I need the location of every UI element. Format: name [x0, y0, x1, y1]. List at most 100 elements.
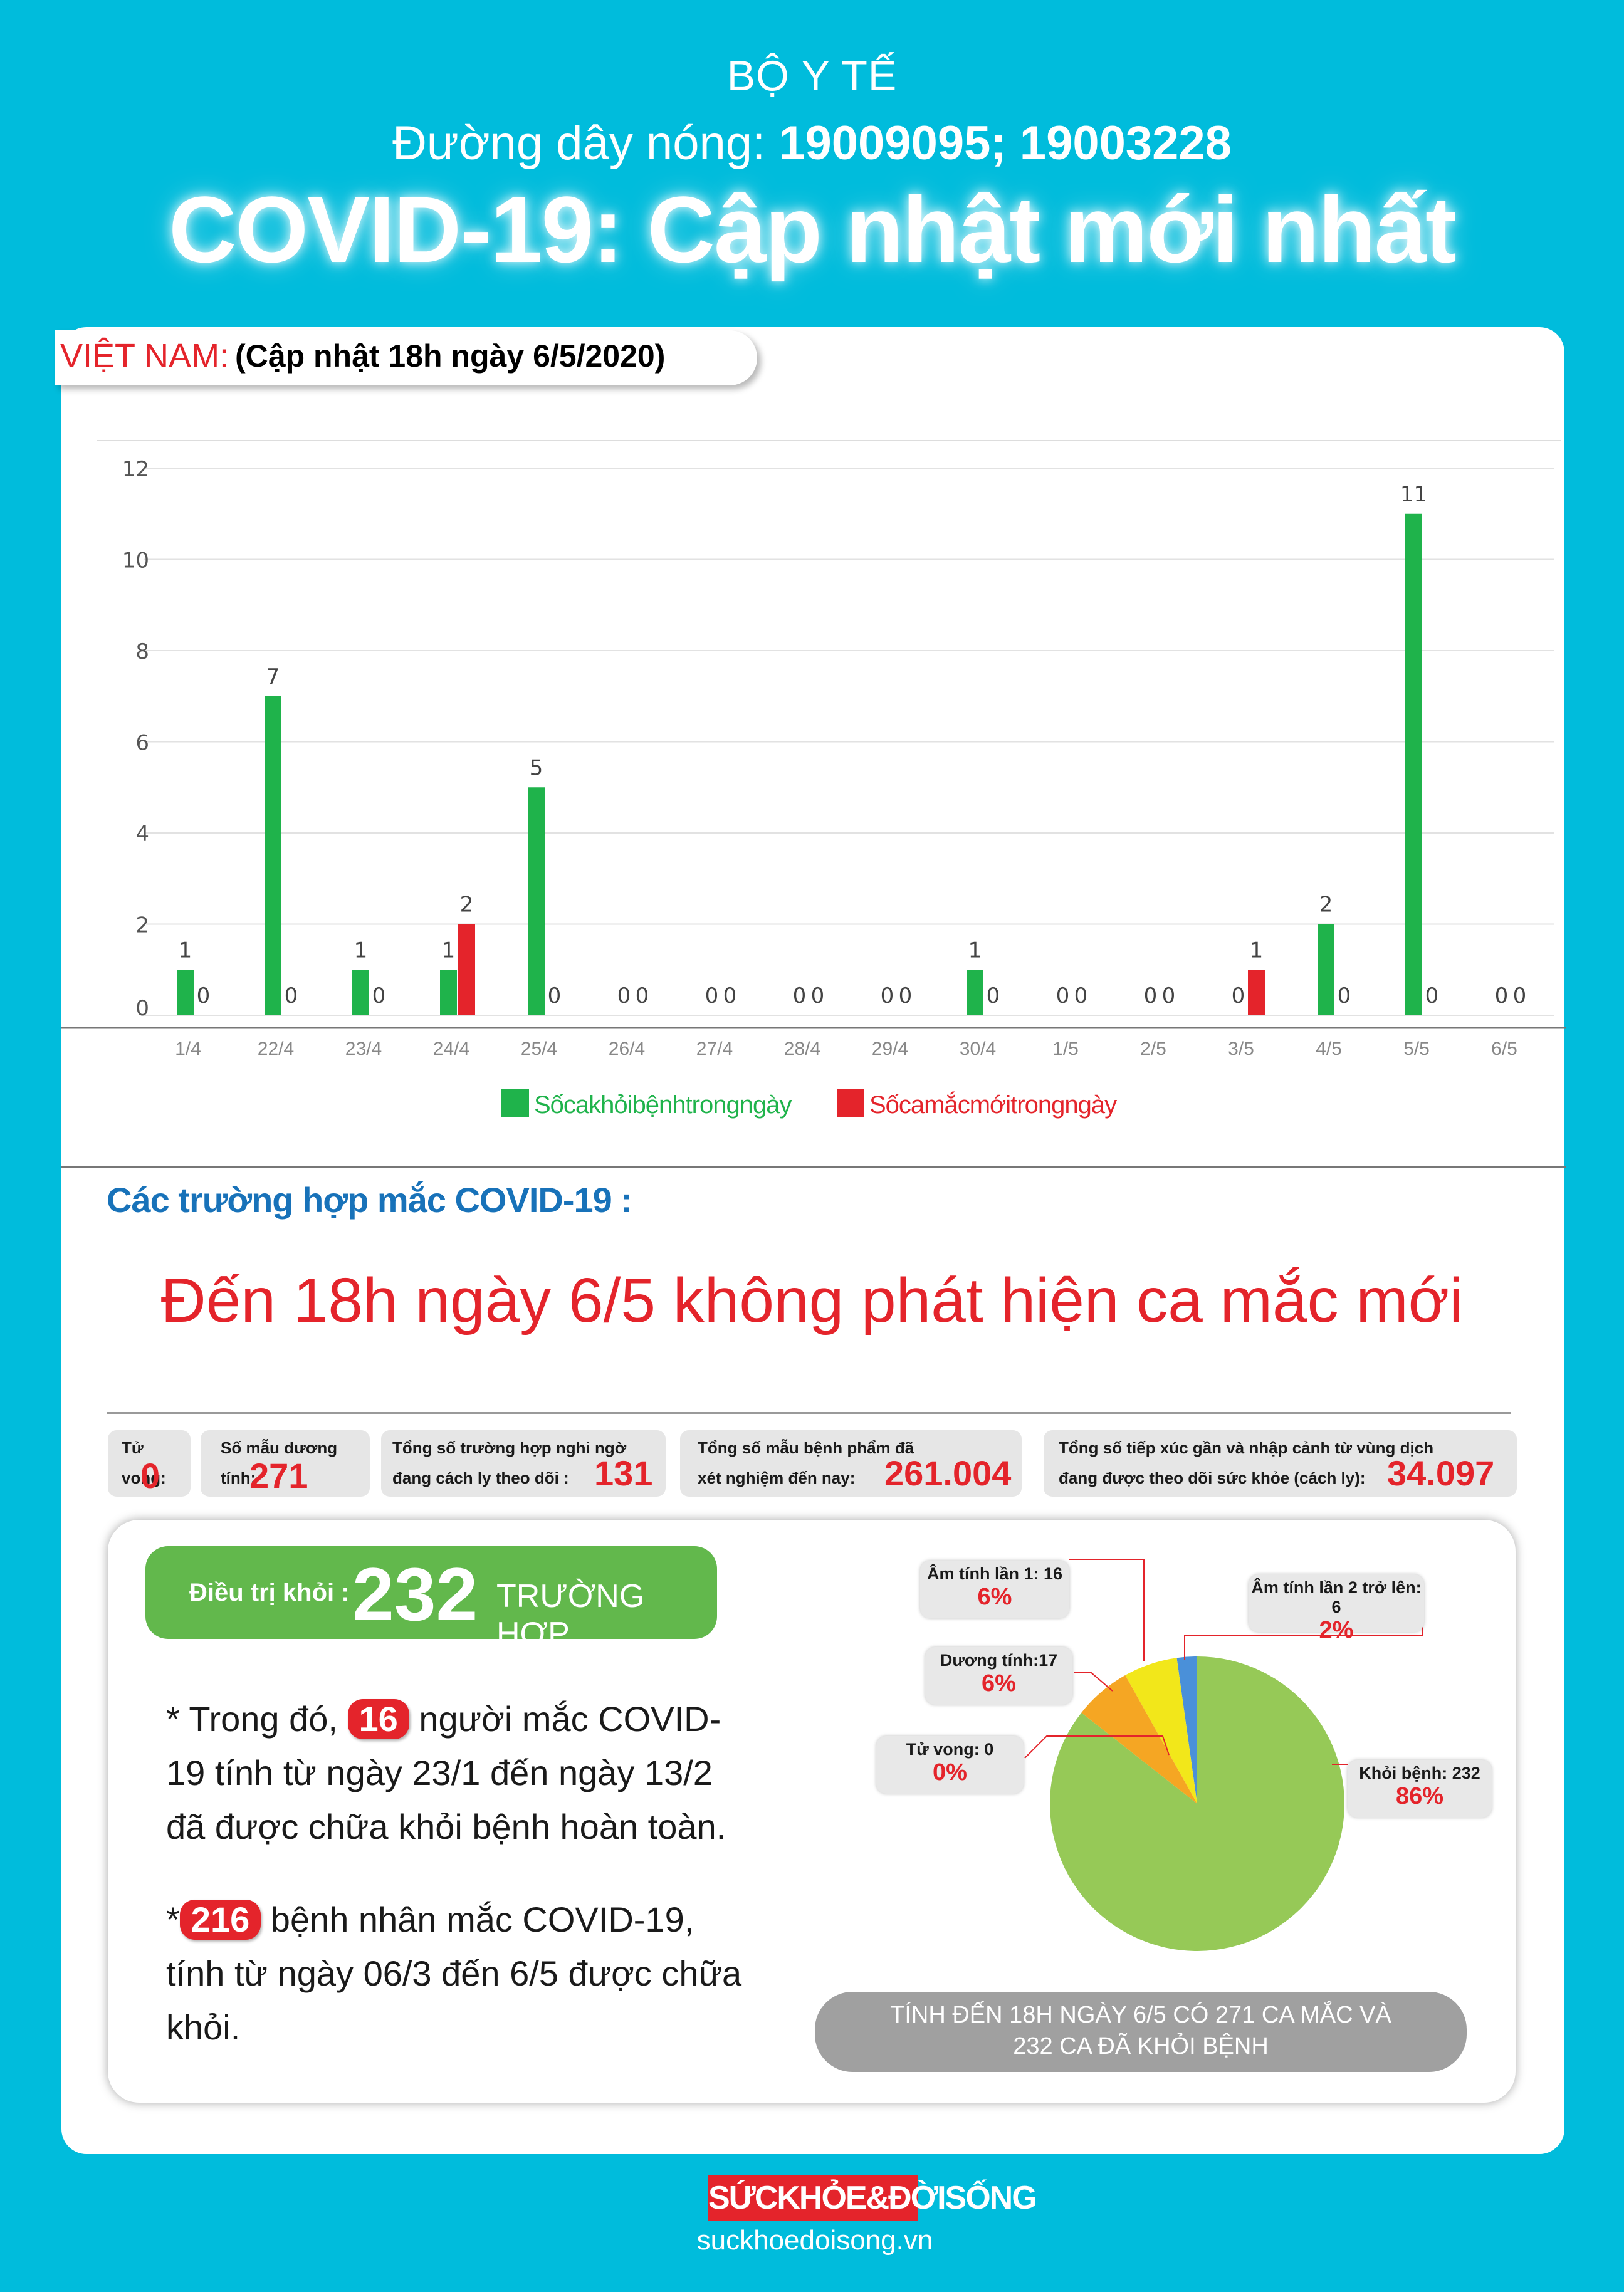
- stat-monitored: Tổng số tiếp xúc gần và nhập cảnh từ vùn…: [1044, 1430, 1517, 1497]
- pie-slice: [1176, 1656, 1197, 1804]
- hotline-numbers: 19009095; 19003228: [778, 117, 1232, 170]
- bar-recovered: [528, 787, 545, 1015]
- bar-data-label: 0: [723, 983, 737, 1008]
- bar-data-label: 0: [987, 983, 1000, 1008]
- pie-label-text: Âm tính lần 2 trở lên: 6: [1251, 1578, 1422, 1616]
- bar-data-label: 2: [1319, 892, 1333, 918]
- bar-recovered: [352, 970, 369, 1015]
- stat-value: 34.097: [1387, 1453, 1495, 1493]
- x-tick-label: 1/5: [1052, 1039, 1079, 1059]
- bar-data-label: 0: [197, 983, 211, 1008]
- hotline-label: Đường dây nóng:: [392, 117, 779, 170]
- pie-label-deaths: Tử vong: 0 0%: [876, 1736, 1024, 1794]
- x-tick-label: 27/4: [696, 1039, 733, 1059]
- x-tick-label: 6/5: [1491, 1039, 1517, 1059]
- bar-data-label: 0: [1495, 983, 1509, 1008]
- pie-label-percent: 6%: [977, 1584, 1012, 1610]
- bar-data-label: 1: [442, 938, 456, 963]
- bar-recovered: [1318, 924, 1334, 1015]
- chart-frame: [61, 440, 1566, 1168]
- stat-label: xét nghiệm đến nay:: [698, 1468, 856, 1487]
- stat-label: Tổng số tiếp xúc gần và nhập cảnh từ vùn…: [1059, 1438, 1434, 1457]
- pie-label-text: Khỏi bệnh: 232: [1359, 1764, 1480, 1782]
- hotline: Đường dây nóng: 19009095; 19003228: [0, 116, 1624, 170]
- note-text: người mắc COVID-19 tính từ ngày 23/1 đến…: [166, 1699, 726, 1846]
- y-tick-label: 12: [122, 457, 149, 482]
- x-tick-label: 30/4: [960, 1039, 996, 1059]
- bar-data-label: 0: [1425, 983, 1439, 1008]
- pie-slice: [1125, 1658, 1197, 1804]
- pie-label-percent: 2%: [1319, 1617, 1354, 1643]
- stat-value: 131: [594, 1453, 653, 1493]
- divider: [107, 1412, 1511, 1414]
- legend-swatch: [837, 1089, 864, 1117]
- x-tick-label: 5/5: [1403, 1039, 1430, 1059]
- pie-label-text: Âm tính lần 1: 16: [926, 1564, 1063, 1583]
- pie-slices: [1050, 1656, 1345, 1951]
- note-highlight: 16: [347, 1699, 409, 1739]
- pie-label-text: Dương tính:17: [940, 1651, 1058, 1670]
- pie-label-recovered: Khỏi bệnh: 232 86%: [1348, 1760, 1492, 1818]
- pie-leader-line: [1074, 1672, 1113, 1692]
- bar-data-label: 0: [1513, 983, 1527, 1008]
- page-title: COVID-19: Cập nhật mới nhất: [169, 177, 1457, 282]
- bar-recovered: [265, 696, 281, 1015]
- stat-deaths: Tử vong: 0: [108, 1430, 191, 1497]
- cases-headline: Đến 18h ngày 6/5 không phát hiện ca mắc …: [160, 1265, 1464, 1336]
- chart-x-ticks: 1/4 22/4 23/4 24/4 25/4 26/4 27/4 28/4 29/4 30/4 1…: [175, 1039, 1517, 1059]
- publisher-site: suckhoedoisong.vn: [696, 2225, 933, 2256]
- bar-data-label: 7: [266, 664, 280, 689]
- x-tick-label: 1/4: [175, 1039, 201, 1059]
- bar-data-label: 0: [1232, 983, 1245, 1008]
- pie-leader-line: [1069, 1559, 1145, 1661]
- bar-data-label: 0: [1144, 983, 1158, 1008]
- pie-label-percent: 86%: [1395, 1783, 1444, 1809]
- recovered-banner: Điều trị khỏi : 232 TRƯỜNG HỢP: [145, 1546, 717, 1652]
- bar-data-label: 0: [899, 983, 913, 1008]
- x-tick-label: 28/4: [784, 1039, 820, 1059]
- x-tick-label: 24/4: [433, 1039, 469, 1059]
- stat-label: Tổng số mẫu bệnh phẩm đã: [698, 1438, 914, 1457]
- note-highlight: 216: [179, 1900, 261, 1940]
- stat-value: 0: [140, 1456, 160, 1495]
- pie-slice: [1081, 1675, 1197, 1804]
- bar-data-label: 0: [705, 983, 719, 1008]
- recovered-unit: TRƯỜNG HỢP: [496, 1578, 645, 1652]
- y-tick-label: 8: [135, 639, 149, 664]
- stat-tested: Tổng số mẫu bệnh phẩm đã xét nghiệm đến …: [680, 1430, 1022, 1497]
- stat-label: Tổng số trường hợp nghi ngờ: [392, 1438, 627, 1457]
- stat-positive-samples: Số mẫu dương tính: 271: [201, 1430, 370, 1497]
- pie-leader-line: [1024, 1735, 1170, 1759]
- total-summary: TÍNH ĐẾN 18H NGÀY 6/5 CÓ 271 CA MẮC VÀ 2…: [815, 1992, 1467, 2072]
- x-tick-label: 26/4: [609, 1039, 645, 1059]
- total-line-2: 232 CA ĐÃ KHỎI BỆNH: [1013, 2033, 1269, 2059]
- bar-data-label: 0: [1162, 983, 1176, 1008]
- y-tick-label: 6: [135, 731, 149, 756]
- legend-swatch: [501, 1089, 529, 1117]
- note-later-cases: * 216 bệnh nhân mắc COVID-19, tính từ ngà…: [166, 1893, 749, 2054]
- bar-data-label: 0: [548, 983, 562, 1008]
- bar-data-label: 0: [285, 983, 298, 1008]
- bar-data-label: 5: [530, 755, 543, 780]
- x-tick-label: 22/4: [258, 1039, 294, 1059]
- chart-legend: Sốcakhỏibệnhtrongngày Sốcamắcmớitrongngày: [501, 1089, 1118, 1119]
- stat-suspected: Tổng số trường hợp nghi ngờ đang cách ly…: [381, 1430, 666, 1497]
- bar-data-label: 1: [179, 938, 192, 963]
- x-tick-label: 4/5: [1316, 1039, 1342, 1059]
- stat-label: đang cách ly theo dõi :: [392, 1468, 569, 1487]
- bar-data-label: 0: [636, 983, 649, 1008]
- note-prefix: *: [166, 1900, 180, 1939]
- status-pie-chart: [1024, 1559, 1423, 1951]
- bar-data-label: 0: [372, 983, 386, 1008]
- note-early-cases: * Trong đó, 16 người mắc COVID-19 tính t…: [166, 1692, 749, 1854]
- x-tick-label: 25/4: [521, 1039, 557, 1059]
- bar-data-label: 0: [811, 983, 825, 1008]
- pie-slice: [1050, 1656, 1345, 1951]
- cases-section-title: Các trường hợp mắc COVID-19 :: [107, 1180, 632, 1220]
- bar-data-label: 0: [793, 983, 807, 1008]
- pie-label-positive: Dương tính:17 6%: [925, 1647, 1072, 1705]
- bar-recovered: [440, 970, 457, 1015]
- total-line-1: TÍNH ĐẾN 18H NGÀY 6/5 CÓ 271 CA MẮC VÀ: [890, 2002, 1391, 2028]
